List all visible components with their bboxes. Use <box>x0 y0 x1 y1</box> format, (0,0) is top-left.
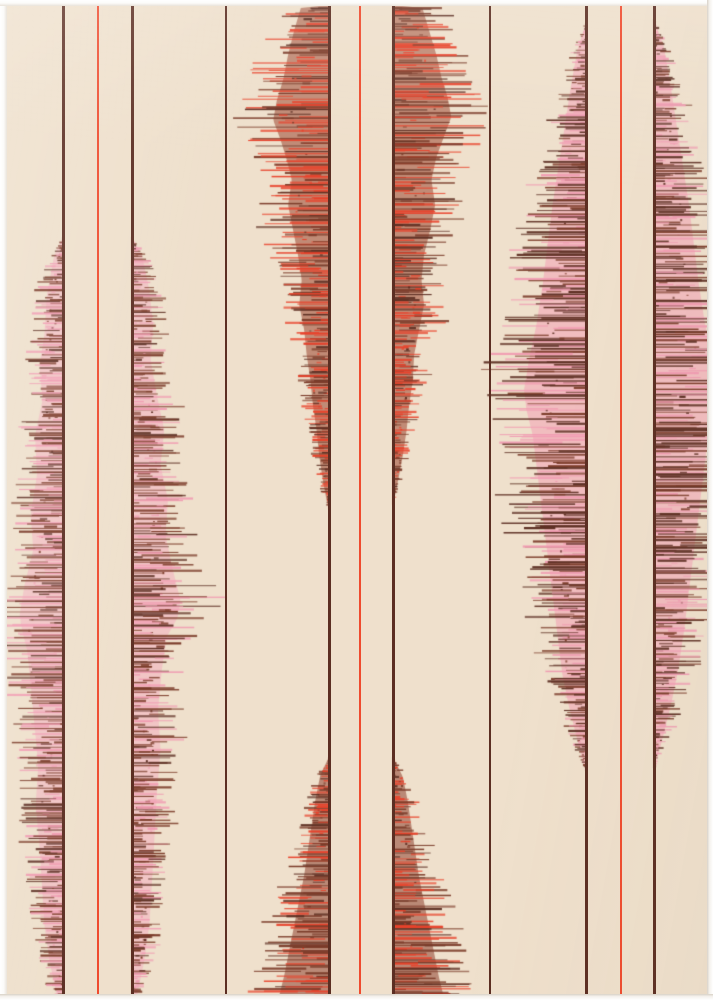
paper-grain-overlay <box>6 5 707 995</box>
line-4 <box>224 5 228 995</box>
line-9 <box>584 5 588 995</box>
sheet-edge-top-icon <box>0 0 713 6</box>
sheet-edge-left-icon <box>0 0 7 1000</box>
line-1 <box>61 5 65 995</box>
line-5 <box>327 5 331 995</box>
line-11 <box>652 5 656 995</box>
line-8 <box>488 5 492 995</box>
sheet-edge-bottom-icon <box>0 994 713 1000</box>
line-10 <box>619 5 623 995</box>
artwork-panel <box>6 5 707 995</box>
line-2 <box>97 5 99 995</box>
line-3 <box>130 5 134 995</box>
tick-texture-canvas <box>6 5 707 995</box>
line-6 <box>358 5 362 995</box>
sheet-edge-right-icon <box>707 0 713 1000</box>
line-7 <box>391 5 395 995</box>
